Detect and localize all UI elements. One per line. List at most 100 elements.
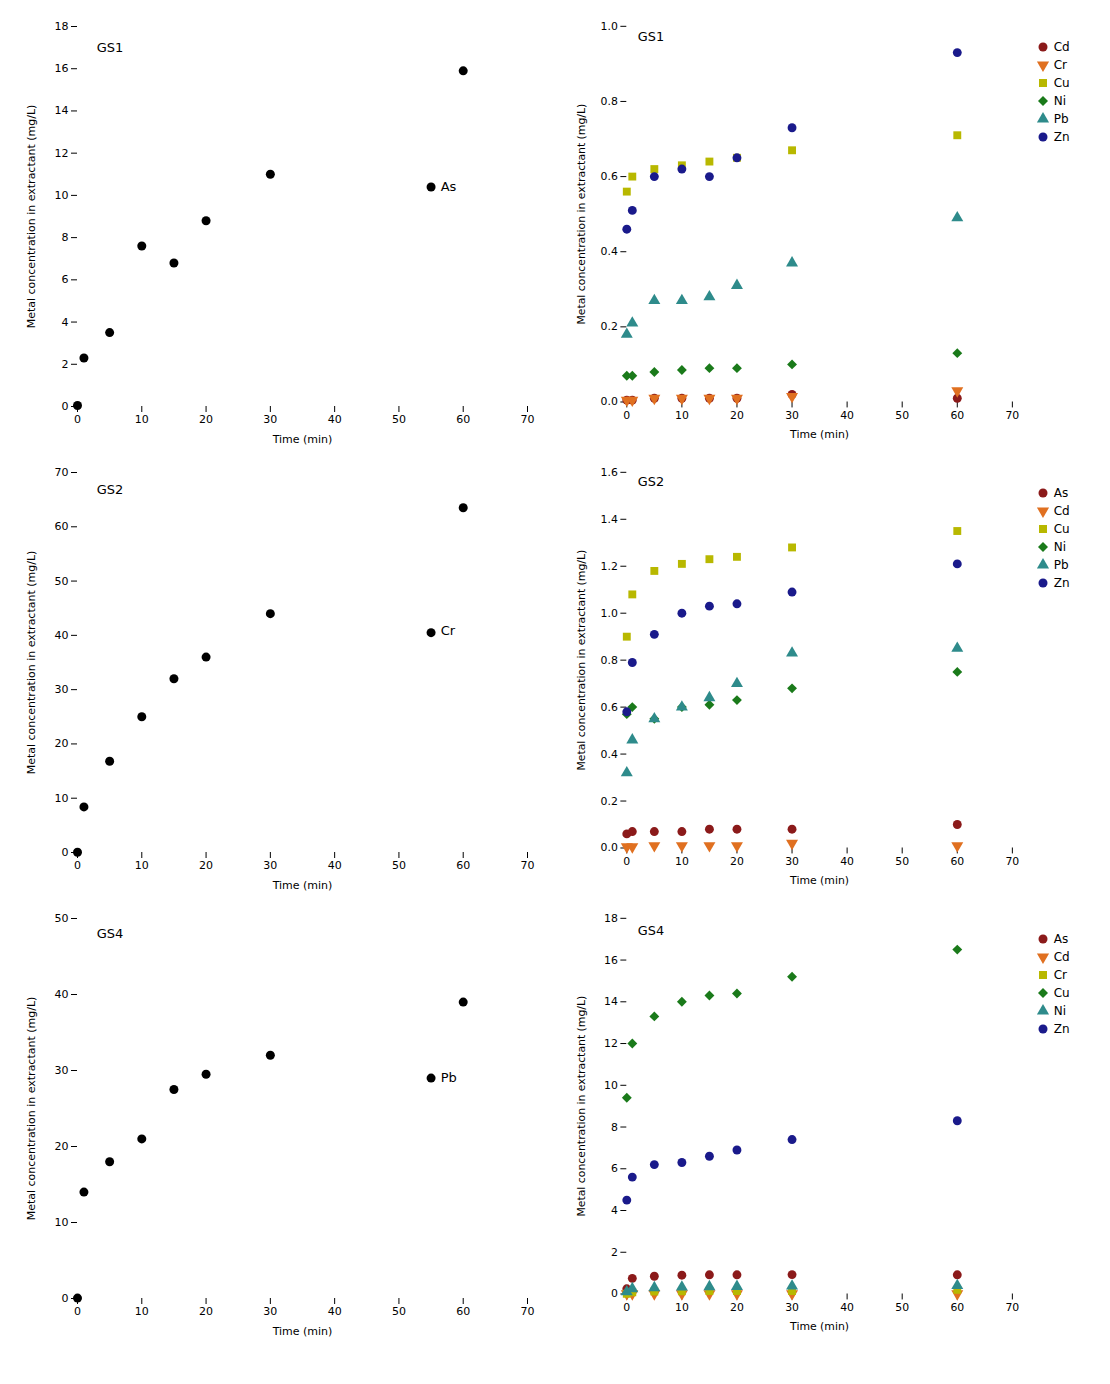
- svg-text:0.0: 0.0: [601, 841, 618, 854]
- svg-text:10: 10: [135, 1305, 149, 1318]
- svg-text:40: 40: [55, 629, 69, 642]
- svg-text:10: 10: [675, 1301, 689, 1314]
- svg-text:6: 6: [62, 273, 69, 286]
- svg-text:40: 40: [840, 409, 854, 422]
- svg-text:60: 60: [55, 520, 69, 533]
- svg-text:0.8: 0.8: [601, 654, 618, 667]
- svg-text:20: 20: [730, 1301, 744, 1314]
- svg-text:0: 0: [623, 409, 630, 422]
- svg-text:70: 70: [521, 1305, 535, 1318]
- svg-text:Time (min): Time (min): [272, 879, 333, 892]
- svg-text:10: 10: [675, 409, 689, 422]
- svg-text:10: 10: [55, 1216, 69, 1229]
- svg-text:50: 50: [392, 859, 406, 872]
- svg-text:0: 0: [611, 1287, 618, 1300]
- svg-text:0: 0: [623, 1301, 630, 1314]
- svg-text:40: 40: [55, 988, 69, 1001]
- svg-text:GS2: GS2: [97, 482, 124, 497]
- svg-text:0: 0: [62, 400, 69, 413]
- svg-text:10: 10: [675, 855, 689, 868]
- svg-text:4: 4: [611, 1204, 618, 1217]
- svg-text:20: 20: [730, 855, 744, 868]
- svg-text:0.2: 0.2: [601, 795, 618, 808]
- svg-text:60: 60: [456, 413, 470, 426]
- svg-text:40: 40: [840, 855, 854, 868]
- svg-text:Time (min): Time (min): [272, 433, 333, 446]
- svg-text:40: 40: [328, 859, 342, 872]
- svg-text:10: 10: [135, 413, 149, 426]
- svg-text:16: 16: [604, 954, 618, 967]
- svg-text:60: 60: [950, 1301, 964, 1314]
- svg-text:14: 14: [55, 104, 69, 117]
- svg-text:0.4: 0.4: [601, 748, 618, 761]
- svg-text:50: 50: [55, 575, 69, 588]
- svg-text:50: 50: [895, 1301, 909, 1314]
- svg-text:GS1: GS1: [97, 40, 124, 55]
- svg-text:Time (min): Time (min): [789, 428, 849, 441]
- svg-text:1.6: 1.6: [601, 466, 618, 479]
- svg-text:0.6: 0.6: [601, 701, 618, 714]
- svg-text:10: 10: [135, 859, 149, 872]
- svg-text:GS2: GS2: [638, 474, 664, 489]
- svg-text:Cr: Cr: [441, 623, 456, 638]
- svg-text:Metal concentration in extract: Metal concentration in extractant (mg/L): [25, 997, 38, 1221]
- svg-text:30: 30: [55, 683, 69, 696]
- svg-text:Time (min): Time (min): [789, 1320, 849, 1333]
- svg-text:50: 50: [895, 409, 909, 422]
- svg-text:0: 0: [62, 846, 69, 859]
- svg-text:Metal concentration in extract: Metal concentration in extractant (mg/L): [25, 105, 38, 329]
- svg-text:40: 40: [840, 1301, 854, 1314]
- svg-text:6: 6: [611, 1162, 618, 1175]
- svg-text:0: 0: [623, 855, 630, 868]
- svg-text:0.4: 0.4: [601, 245, 618, 258]
- svg-text:14: 14: [604, 995, 618, 1008]
- svg-text:GS4: GS4: [638, 923, 664, 938]
- svg-text:30: 30: [263, 413, 277, 426]
- svg-text:1.4: 1.4: [601, 513, 618, 526]
- svg-text:50: 50: [55, 912, 69, 925]
- svg-text:0: 0: [74, 1305, 81, 1318]
- svg-text:20: 20: [55, 737, 69, 750]
- svg-text:GS4: GS4: [97, 926, 124, 941]
- svg-text:0: 0: [74, 413, 81, 426]
- svg-text:10: 10: [55, 792, 69, 805]
- svg-text:0: 0: [74, 859, 81, 872]
- svg-text:Metal concentration in extract: Metal concentration in extractant (mg/L): [25, 551, 38, 775]
- svg-text:1.2: 1.2: [601, 560, 618, 573]
- svg-text:18: 18: [55, 20, 69, 33]
- svg-text:30: 30: [785, 409, 799, 422]
- svg-text:Pb: Pb: [441, 1070, 457, 1085]
- svg-text:70: 70: [521, 859, 535, 872]
- svg-text:12: 12: [55, 147, 69, 160]
- svg-text:70: 70: [1005, 1301, 1019, 1314]
- svg-text:40: 40: [328, 1305, 342, 1318]
- svg-text:16: 16: [55, 62, 69, 75]
- svg-text:2: 2: [611, 1246, 618, 1259]
- svg-text:Metal concentration in extract: Metal concentration in extractant (mg/L): [575, 550, 588, 771]
- svg-text:30: 30: [785, 855, 799, 868]
- svg-text:50: 50: [392, 413, 406, 426]
- svg-text:1.0: 1.0: [601, 20, 618, 33]
- svg-text:0.8: 0.8: [601, 95, 618, 108]
- svg-text:30: 30: [785, 1301, 799, 1314]
- svg-text:70: 70: [521, 413, 535, 426]
- svg-text:20: 20: [199, 1305, 213, 1318]
- svg-text:4: 4: [62, 316, 69, 329]
- svg-text:12: 12: [604, 1037, 618, 1050]
- svg-text:2: 2: [62, 358, 69, 371]
- svg-text:20: 20: [55, 1140, 69, 1153]
- svg-text:20: 20: [730, 409, 744, 422]
- svg-text:30: 30: [263, 1305, 277, 1318]
- svg-text:1.0: 1.0: [601, 607, 618, 620]
- svg-text:Metal concentration in extract: Metal concentration in extractant (mg/L): [575, 104, 588, 325]
- svg-text:60: 60: [456, 1305, 470, 1318]
- svg-text:70: 70: [1005, 409, 1019, 422]
- svg-text:10: 10: [604, 1079, 618, 1092]
- svg-text:20: 20: [199, 413, 213, 426]
- svg-text:30: 30: [55, 1064, 69, 1077]
- svg-text:20: 20: [199, 859, 213, 872]
- svg-text:70: 70: [1005, 855, 1019, 868]
- svg-text:0.2: 0.2: [601, 320, 618, 333]
- svg-text:50: 50: [392, 1305, 406, 1318]
- svg-text:GS1: GS1: [638, 29, 664, 44]
